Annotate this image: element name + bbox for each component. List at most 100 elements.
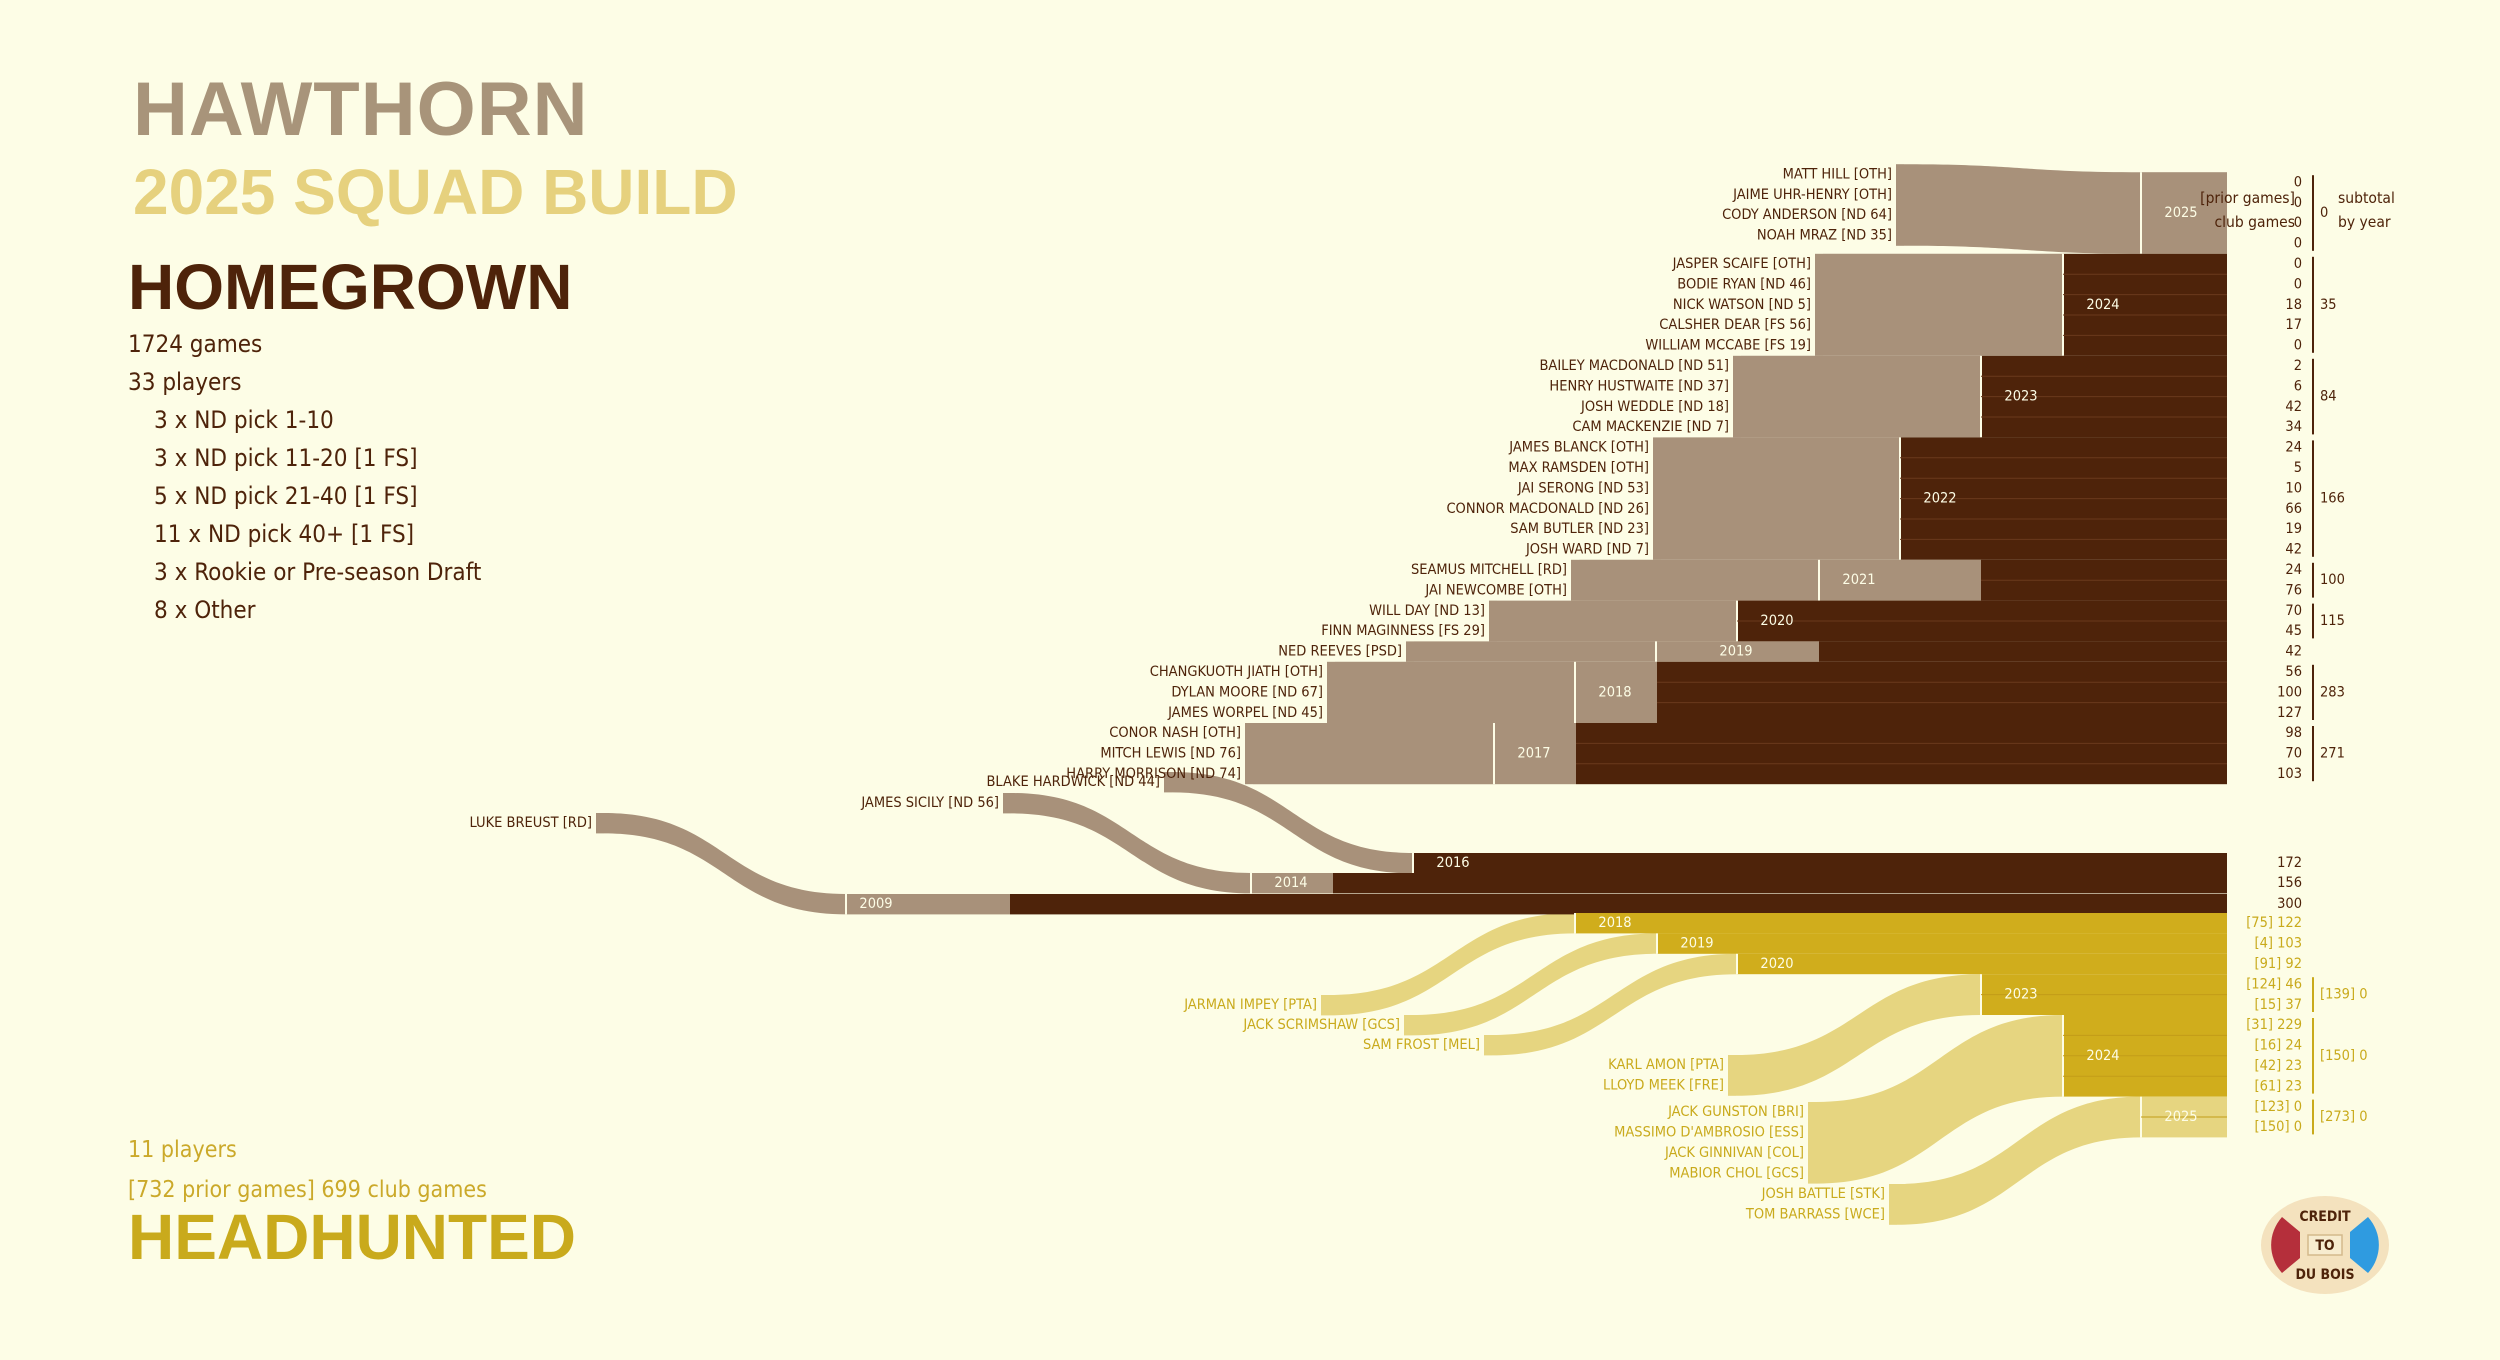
- player-name: JASPER SCAIFE [OTH]: [1672, 256, 1811, 272]
- player-games: [61] 23: [2254, 1078, 2302, 1094]
- logo-center-box: [2307, 1234, 2343, 1256]
- source-bar: [1245, 723, 1253, 785]
- year-label: 2020: [1760, 956, 1793, 972]
- player-name: BAILEY MACDONALD [ND 51]: [1539, 358, 1729, 374]
- club-games-bar: [1413, 853, 2227, 874]
- sankey-flow: [1329, 913, 1575, 1016]
- year-label: 2014: [1274, 875, 1307, 891]
- player-games: 24: [2285, 562, 2302, 578]
- year-label: 2024: [2086, 297, 2119, 313]
- player-games: 0: [2294, 174, 2302, 190]
- player-games: 56: [2285, 664, 2302, 680]
- player-games: 6: [2294, 378, 2302, 394]
- player-games: 0: [2294, 195, 2302, 211]
- player-games: 100: [2277, 684, 2302, 700]
- headhunted-games: [732 prior games] 699 club games: [128, 1177, 487, 1203]
- player-games: 0: [2294, 256, 2302, 272]
- player-games: 34: [2285, 419, 2302, 435]
- player-name: JAIME UHR-HENRY [OTH]: [1732, 187, 1892, 203]
- club-games-bar: [1575, 913, 2227, 934]
- player-name: NED REEVES [PSD]: [1278, 644, 1402, 660]
- player-name: MATT HILL [OTH]: [1783, 166, 1892, 182]
- source-bar: [1889, 1184, 1897, 1225]
- source-bar: [1406, 641, 1414, 662]
- club-games-bar: [1657, 933, 2227, 954]
- club-games-bar: [1010, 894, 2227, 915]
- player-name: NOAH MRAZ [ND 35]: [1757, 228, 1892, 244]
- year-label: 2021: [1842, 572, 1875, 588]
- source-bar: [1484, 1035, 1492, 1056]
- squad-build-subtitle: 2025 SQUAD BUILD: [133, 156, 738, 228]
- year-subtotal: [150] 0: [2320, 1048, 2368, 1064]
- player-name: JACK SCRIMSHAW [GCS]: [1242, 1017, 1400, 1033]
- player-games: 2: [2294, 358, 2302, 374]
- player-name: JAI SERONG [ND 53]: [1517, 480, 1649, 496]
- player-name: MASSIMO D'AMBROSIO [ESS]: [1614, 1125, 1804, 1141]
- breakdown-item: 11 x ND pick 40+ [1 FS]: [154, 520, 415, 548]
- year-label: 2017: [1517, 746, 1550, 762]
- player-name: KARL AMON [PTA]: [1608, 1057, 1724, 1073]
- player-name: CALSHER DEAR [FS 56]: [1659, 317, 1811, 333]
- player-games: 70: [2285, 746, 2302, 762]
- club-games-bar: [2063, 253, 2227, 356]
- games-column-header: [prior games] club games: [2200, 189, 2295, 231]
- club-games-bar: [1576, 723, 2227, 785]
- sankey-flow: [1492, 953, 1737, 1056]
- player-name: WILL DAY [ND 13]: [1369, 603, 1485, 619]
- year-subtotal: 0: [2320, 205, 2328, 221]
- source-bar: [1327, 661, 1335, 723]
- year-node-bar: [1656, 641, 1819, 662]
- sankey-flow: [1253, 723, 1494, 785]
- player-name: JAMES WORPEL [ND 45]: [1167, 705, 1323, 721]
- source-bar: [1733, 355, 1741, 438]
- player-name: JAMES SICILY [ND 56]: [860, 795, 999, 811]
- club-games-bar: [1333, 873, 2227, 894]
- player-games: 300: [2277, 896, 2302, 912]
- player-games: [75] 122: [2246, 915, 2302, 931]
- player-games: 42: [2285, 399, 2302, 415]
- player-name: FINN MAGINNESS [FS 29]: [1321, 623, 1485, 639]
- player-name: DYLAN MOORE [ND 67]: [1171, 684, 1323, 700]
- player-games: 0: [2294, 236, 2302, 252]
- year-subtotal: 166: [2320, 491, 2345, 507]
- player-games: 18: [2285, 297, 2302, 313]
- player-name: MAX RAMSDEN [OTH]: [1508, 460, 1649, 476]
- breakdown-item: 5 x ND pick 21-40 [1 FS]: [154, 482, 418, 510]
- player-name: HENRY HUSTWAITE [ND 37]: [1549, 378, 1729, 394]
- player-games: 42: [2285, 644, 2302, 660]
- year-label: 2020: [1760, 613, 1793, 629]
- player-name: SAM BUTLER [ND 23]: [1510, 521, 1649, 537]
- year-label: 2022: [1923, 491, 1956, 507]
- player-name: CHANGKUOTH JIATH [OTH]: [1150, 664, 1323, 680]
- source-bar: [1321, 995, 1329, 1016]
- homegrown-players: 33 players: [128, 368, 242, 396]
- player-name: NICK WATSON [ND 5]: [1673, 297, 1811, 313]
- player-games: [91] 92: [2254, 956, 2302, 972]
- year-label: 2023: [2004, 389, 2037, 405]
- player-games: 19: [2285, 521, 2302, 537]
- player-name: CODY ANDERSON [ND 64]: [1722, 207, 1892, 223]
- breakdown-item: 3 x ND pick 1-10: [154, 406, 334, 434]
- headhunted-heading: HEADHUNTED: [128, 1201, 576, 1273]
- sankey-flow: [1497, 600, 1737, 642]
- player-name: SEAMUS MITCHELL [RD]: [1411, 562, 1567, 578]
- player-name: MABIOR CHOL [GCS]: [1669, 1165, 1804, 1181]
- year-subtotal: 271: [2320, 746, 2345, 762]
- source-bar: [596, 813, 604, 834]
- headhunted-stats: 11 players [732 prior games] 699 club ga…: [128, 1130, 487, 1210]
- year-node-bar: [1494, 723, 1576, 785]
- player-games: [15] 37: [2254, 997, 2302, 1013]
- club-title: HAWTHORN: [133, 67, 589, 152]
- player-name: SAM FROST [MEL]: [1363, 1037, 1480, 1053]
- sankey-flow: [1414, 641, 1656, 662]
- breakdown-item: 3 x Rookie or Pre-season Draft: [154, 558, 482, 586]
- player-games: 0: [2294, 338, 2302, 354]
- year-subtotal: 84: [2320, 389, 2337, 405]
- year-label: 2018: [1598, 915, 1631, 931]
- player-name: TOM BARRASS [WCE]: [1745, 1207, 1885, 1223]
- logo-right-shape: [2350, 1217, 2379, 1273]
- player-name: JACK GINNIVAN [COL]: [1664, 1145, 1804, 1161]
- player-games: 70: [2285, 603, 2302, 619]
- year-label: 2024: [2086, 1048, 2119, 1064]
- club-games-bar: [1819, 641, 2227, 662]
